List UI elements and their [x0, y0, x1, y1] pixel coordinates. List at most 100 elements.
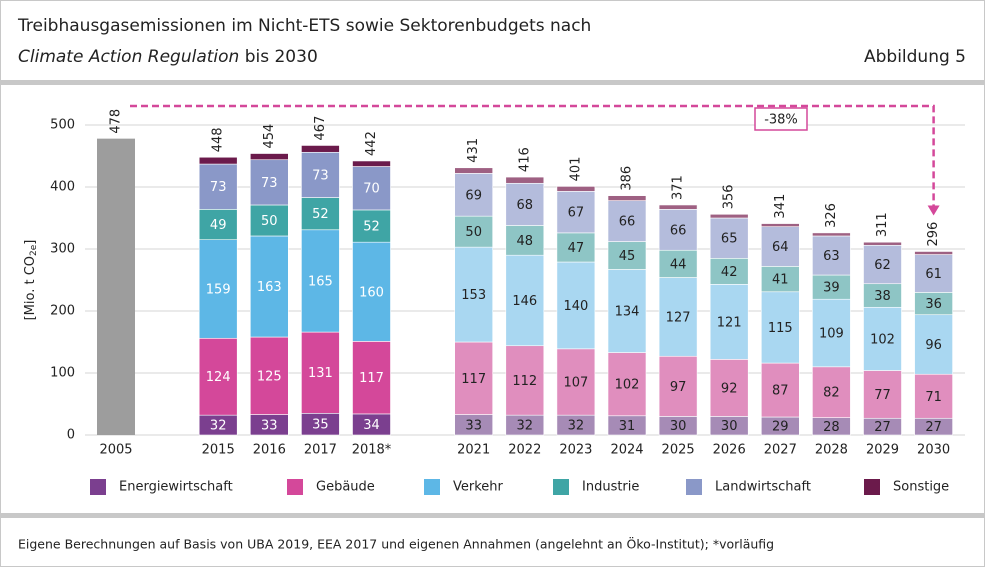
bar-segment	[556, 348, 596, 416]
x-tick-label: 2015	[202, 443, 235, 458]
value-label: 64	[772, 240, 789, 255]
bar-segment	[505, 254, 545, 347]
bar-segment	[709, 213, 749, 219]
bar-segment	[607, 269, 647, 353]
total-label: 371	[671, 175, 686, 200]
value-label: 44	[670, 257, 687, 272]
total-label: 442	[364, 131, 379, 156]
title: Treibhausgasemissionen im Nicht-ETS sowi…	[17, 16, 591, 36]
x-tick-label: 2027	[764, 443, 797, 458]
annotation-box	[754, 107, 808, 131]
legend-label: Industrie	[582, 480, 639, 495]
bar-segment	[760, 226, 800, 267]
value-label: 42	[721, 265, 738, 280]
bar-segment	[863, 241, 902, 246]
x-tick-label: 2029	[866, 443, 899, 458]
bar-segment	[760, 223, 800, 227]
value-label: 124	[206, 370, 231, 385]
bar-segment	[607, 352, 647, 417]
y-axis-label: [Mio. t CO2e]	[23, 240, 39, 321]
title-rest: bis 2030	[239, 47, 317, 67]
bar-segment	[760, 266, 800, 293]
rule	[0, 80, 985, 85]
x-tick-label: 2021	[457, 443, 490, 458]
x-tick-label: 2017	[304, 443, 337, 458]
value-label: 92	[721, 381, 738, 396]
value-label: 70	[363, 182, 380, 197]
bar-segment	[198, 209, 238, 241]
value-label: 115	[768, 321, 793, 336]
bar-segment	[198, 156, 238, 165]
legend-swatch	[90, 479, 106, 495]
value-label: 71	[925, 390, 942, 405]
total-label: 341	[773, 194, 788, 219]
value-label: 65	[721, 232, 738, 247]
x-tick-label: 2005	[99, 443, 132, 458]
value-label: 125	[257, 369, 282, 384]
value-label: 27	[874, 420, 891, 435]
y-tick-label: 200	[50, 304, 75, 319]
x-tick-label: 2026	[713, 443, 746, 458]
x-tick-label: 2016	[253, 443, 286, 458]
legend-label: Verkehr	[453, 480, 504, 495]
value-label: 30	[670, 419, 687, 434]
y-label-part: ]	[23, 240, 38, 245]
value-label: 73	[210, 180, 227, 195]
bar-segment	[607, 200, 647, 242]
annotation-label: -38%	[764, 113, 798, 128]
value-label: 165	[308, 274, 333, 289]
bar-segment	[454, 173, 494, 217]
bar-segment	[812, 298, 851, 368]
bar-segment	[505, 225, 545, 256]
bar-segment	[301, 197, 340, 231]
bar-segment	[250, 159, 289, 206]
bar-segment	[352, 341, 391, 415]
value-label: 146	[512, 294, 537, 309]
total-label: 454	[262, 124, 277, 149]
y-tick-label: 300	[50, 242, 75, 257]
bar-segment	[709, 217, 749, 259]
legend-label: Landwirtschaft	[715, 480, 811, 495]
bar-segment	[352, 241, 391, 342]
value-label: 134	[615, 305, 640, 320]
value-label: 112	[512, 374, 537, 389]
value-label: 163	[257, 280, 282, 295]
y-label-part: [Mio. t CO	[23, 256, 38, 320]
bar-segment	[556, 261, 596, 350]
value-label: 31	[619, 419, 636, 434]
value-label: 117	[359, 371, 384, 386]
total-label: 401	[568, 157, 583, 182]
value-label: 32	[568, 419, 585, 434]
total-label: 296	[926, 222, 941, 247]
bar-segment	[198, 239, 238, 339]
value-label: 77	[874, 388, 891, 403]
bar-segment	[607, 195, 647, 201]
x-tick-label: 2028	[815, 443, 848, 458]
bar-segment	[556, 191, 596, 234]
value-label: 28	[823, 420, 840, 435]
value-label: 45	[619, 249, 636, 264]
x-tick-label: 2023	[559, 443, 592, 458]
value-label: 52	[312, 207, 329, 222]
y-tick-label: 100	[50, 366, 75, 381]
y-tick-label: 0	[67, 428, 75, 443]
value-label: 41	[772, 273, 789, 288]
legend-swatch	[686, 479, 702, 495]
value-label: 117	[461, 372, 486, 387]
annotation-arrow	[130, 104, 935, 206]
legend-swatch	[424, 479, 440, 495]
value-label: 82	[823, 386, 840, 401]
value-label: 49	[210, 218, 227, 233]
total-label: 416	[517, 147, 532, 172]
bar-segment	[556, 232, 596, 263]
bar-segment	[301, 151, 340, 198]
x-tick-label: 2018*	[352, 443, 392, 458]
value-label: 66	[619, 215, 636, 230]
legend-swatch	[287, 479, 303, 495]
value-label: 36	[925, 297, 942, 312]
legend-label: Gebäude	[316, 480, 375, 495]
value-label: 121	[717, 315, 742, 330]
y-tick-label: 500	[50, 118, 75, 133]
arrow-head	[927, 205, 940, 216]
